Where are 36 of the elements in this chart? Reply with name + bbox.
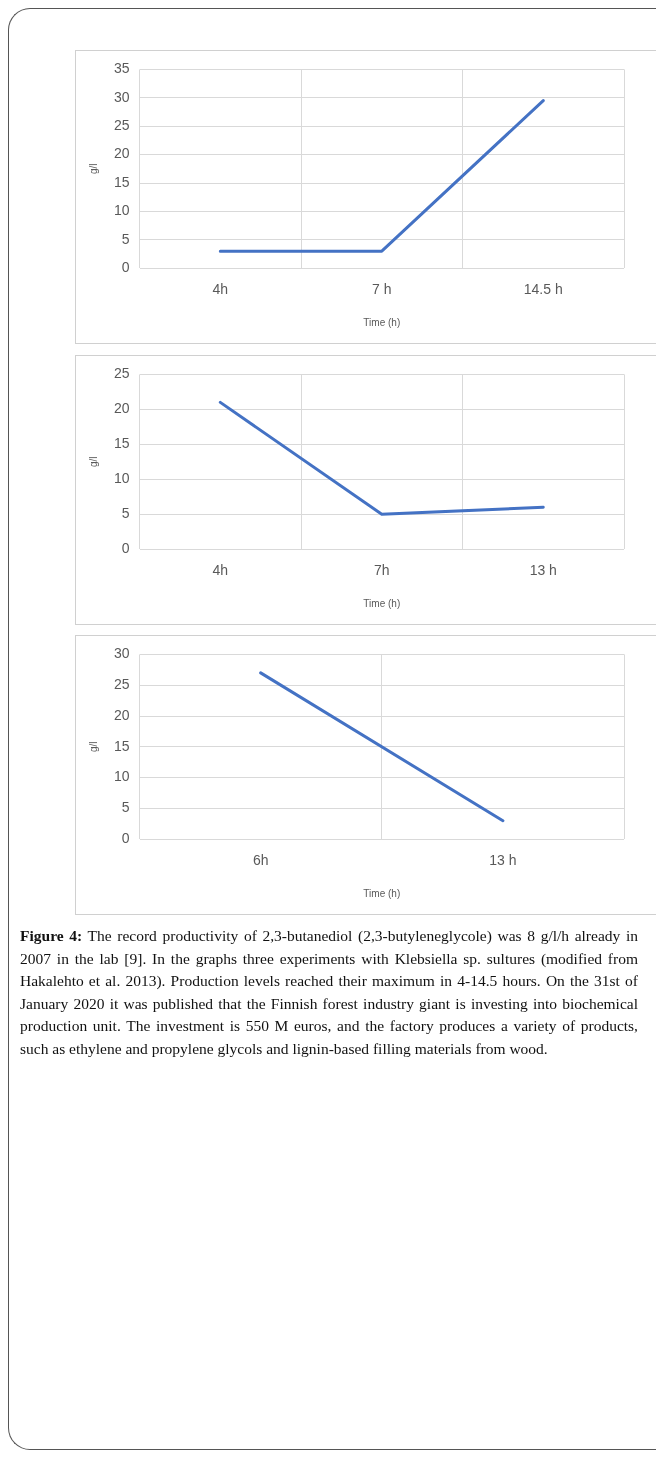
x-tick-label: 14.5 h	[523, 281, 563, 298]
x-tick-label: 7 h	[372, 281, 392, 298]
y-tick-label: 25	[113, 117, 130, 134]
y-tick-label: 25	[113, 676, 130, 693]
y-tick-label: 5	[121, 230, 130, 247]
x-axis-title: Time (h)	[363, 597, 401, 609]
y-tick-label: 20	[113, 145, 130, 162]
y-tick-label: 20	[113, 400, 130, 417]
y-tick-label: 10	[113, 202, 130, 219]
x-tick-label: 13 h	[529, 562, 557, 579]
y-tick-label: 15	[113, 173, 130, 190]
y-tick-label: 15	[113, 435, 130, 452]
y-tick-label: 30	[113, 88, 130, 105]
y-tick-label: 30	[113, 645, 130, 662]
y-tick-label: 15	[113, 737, 130, 754]
x-tick-label: 7h	[374, 562, 390, 579]
y-tick-label: 5	[121, 505, 130, 522]
y-tick-label: 0	[121, 540, 130, 557]
y-tick-label: 25	[113, 365, 130, 382]
x-tick-label: 6h	[252, 852, 269, 869]
y-tick-label: 10	[113, 768, 130, 785]
y-axis-title: g/l	[87, 741, 99, 753]
y-axis-title: g/l	[87, 163, 99, 175]
caption: Figure 4: The record productivity of 2,3-butanediol (2,3-butyleneglycole) was 8 g/l/h already in 2007 in the lab [9]. In the graphs three experiments with Klebsiella sp. sultures (modified from Hakalehto et al. 2013). Production levels reached their maximum in 4-14.5 hours. On the 31st of January 2020 it was published that the Finnish forest industry giant is investing into biochemical production unit. The investment is 550 M euros, and the factory produces a variety of products, such as ethylene and propylene glycols and lignin-based filling materials from wood.	[20, 926, 638, 1059]
y-tick-label: 0	[121, 259, 130, 276]
y-tick-label: 20	[113, 706, 130, 723]
x-tick-label: 13 h	[489, 852, 517, 869]
x-axis-title: Time (h)	[363, 316, 401, 328]
y-tick-label: 10	[113, 470, 130, 487]
y-tick-label: 35	[113, 60, 130, 77]
x-tick-label: 4h	[212, 281, 229, 298]
x-tick-label: 4h	[212, 562, 229, 579]
y-axis-title: g/l	[87, 456, 99, 468]
x-axis-title: Time (h)	[363, 887, 401, 899]
y-tick-label: 5	[121, 799, 130, 816]
y-tick-label: 0	[121, 830, 130, 847]
